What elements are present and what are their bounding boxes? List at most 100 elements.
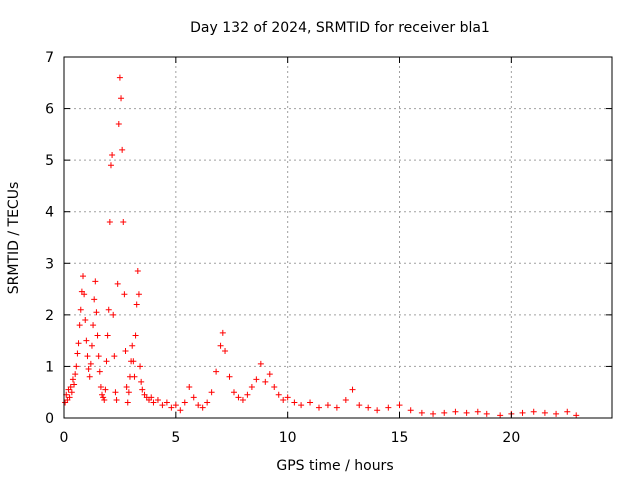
data-point	[71, 381, 78, 388]
data-point	[88, 342, 95, 349]
x-tick-label: 15	[391, 430, 409, 446]
y-tick-label: 4	[45, 205, 54, 221]
data-point	[82, 317, 89, 324]
y-tick-label: 6	[45, 102, 54, 118]
data-point	[159, 402, 166, 409]
data-point	[66, 394, 73, 401]
data-point	[69, 376, 76, 383]
data-point	[123, 384, 130, 391]
data-point	[90, 322, 97, 329]
data-point	[120, 219, 127, 226]
data-point	[77, 306, 84, 313]
data-point	[80, 273, 87, 280]
y-tick-label: 0	[45, 411, 54, 427]
data-point	[112, 389, 119, 396]
data-point	[219, 329, 226, 336]
y-tick-label: 5	[45, 153, 54, 169]
data-point	[452, 408, 459, 415]
data-point	[177, 407, 184, 414]
data-point	[109, 151, 116, 158]
data-point	[181, 399, 188, 406]
data-point	[130, 358, 137, 365]
data-point	[168, 404, 175, 411]
data-point	[356, 402, 363, 409]
data-point	[113, 396, 120, 403]
x-tick-label: 10	[279, 430, 297, 446]
data-point	[102, 386, 109, 393]
data-point	[463, 409, 470, 416]
data-point	[298, 402, 305, 409]
data-point	[122, 347, 129, 354]
data-point	[134, 268, 141, 275]
data-point	[148, 394, 155, 401]
data-point	[519, 409, 526, 416]
data-point	[75, 340, 82, 347]
data-points	[62, 74, 580, 419]
data-point	[262, 378, 269, 385]
data-point	[94, 332, 101, 339]
data-point	[154, 396, 161, 403]
plot-frame	[63, 56, 613, 419]
data-point	[257, 360, 264, 367]
data-point	[97, 384, 104, 391]
data-point	[125, 389, 132, 396]
data-point	[199, 404, 206, 411]
axis-ticks: 0 1 2 3 4 5 6 7 0 5 10 15 20	[45, 50, 612, 446]
data-point	[110, 311, 117, 318]
data-point	[100, 394, 107, 401]
data-point	[92, 278, 99, 285]
data-point	[67, 384, 74, 391]
data-point	[204, 399, 211, 406]
data-point	[253, 376, 260, 383]
data-point	[324, 402, 331, 409]
data-point	[121, 291, 128, 298]
data-point	[115, 121, 122, 128]
y-axis-label: SRMTID / TECUs	[6, 182, 22, 295]
data-point	[208, 389, 215, 396]
data-point	[106, 219, 113, 226]
data-point	[190, 394, 197, 401]
data-point	[541, 409, 548, 416]
data-point	[84, 353, 91, 360]
data-point	[530, 408, 537, 415]
data-point	[474, 408, 481, 415]
data-point	[365, 404, 372, 411]
data-point	[103, 358, 110, 365]
data-point	[307, 399, 314, 406]
data-point	[74, 350, 81, 357]
data-point	[226, 373, 233, 380]
data-point	[73, 363, 80, 370]
data-point	[163, 399, 170, 406]
data-point	[222, 347, 229, 354]
data-point	[81, 291, 88, 298]
data-point	[72, 371, 79, 378]
data-point	[150, 399, 157, 406]
data-point	[105, 306, 112, 313]
data-point	[349, 386, 356, 393]
data-point	[133, 301, 140, 308]
data-point	[483, 410, 490, 417]
data-point	[114, 280, 121, 287]
data-point	[213, 368, 220, 375]
data-point	[86, 373, 93, 380]
data-point	[83, 337, 90, 344]
data-point	[291, 399, 298, 406]
data-point	[217, 342, 224, 349]
x-tick-label: 0	[60, 430, 69, 446]
data-point	[441, 409, 448, 416]
data-point	[137, 363, 144, 370]
data-point	[76, 322, 83, 329]
data-point	[407, 407, 414, 414]
data-point	[139, 386, 146, 393]
data-point	[266, 371, 273, 378]
data-point	[374, 407, 381, 414]
y-tick-label: 2	[45, 308, 54, 324]
data-point	[131, 373, 138, 380]
data-point	[275, 391, 282, 398]
data-point	[553, 410, 560, 417]
data-point	[129, 342, 136, 349]
data-point	[385, 404, 392, 411]
data-point	[564, 408, 571, 415]
y-tick-label: 3	[45, 256, 54, 272]
